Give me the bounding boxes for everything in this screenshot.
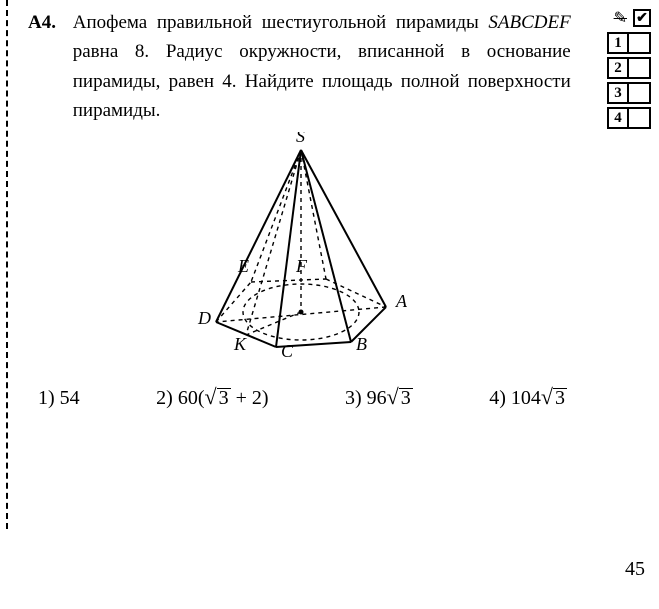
o4-rad: 3 (553, 388, 567, 407)
svg-text:E: E (237, 256, 249, 276)
svg-text:K: K (233, 334, 247, 354)
svg-text:D: D (197, 308, 211, 328)
text-before: Апофема правильной шестиугольной пирамид… (73, 12, 489, 33)
answer-checkbox[interactable] (629, 107, 651, 129)
answer-checkbox[interactable] (629, 57, 651, 79)
o2-rad: 3 (217, 388, 231, 407)
svg-text:C: C (281, 341, 294, 361)
answer-row: 4 (607, 107, 651, 129)
answer-grid-header: ✎ ✔ (607, 8, 651, 28)
o3-prefix: 3) 96 (345, 387, 387, 409)
problem-body: Апофема правильной шестиугольной пирамид… (73, 8, 571, 126)
answer-row: 2 (607, 57, 651, 79)
pyramid-name: SABCDEF (488, 12, 570, 33)
svg-text:S: S (296, 132, 305, 146)
o2-prefix: 2) 60( (156, 387, 204, 409)
answer-number-cell: 4 (607, 107, 629, 129)
pyramid-diagram: S A B C K D E F (146, 132, 456, 372)
problem-text: А4. Апофема правильной шестиугольной пир… (28, 8, 573, 126)
o2-suffix: + 2) (231, 387, 269, 409)
option-4: 4) 104√3 (489, 387, 567, 410)
check-icon: ✔ (633, 9, 651, 27)
answer-number-cell: 1 (607, 32, 629, 54)
sqrt-icon: √3 (204, 387, 230, 407)
problem-block: А4. Апофема правильной шестиугольной пир… (28, 8, 573, 410)
answer-number-cell: 3 (607, 82, 629, 104)
page-number: 45 (625, 558, 645, 581)
left-margin-dashed-line (6, 0, 8, 529)
answer-checkbox[interactable] (629, 32, 651, 54)
problem-label: А4. (28, 8, 68, 37)
option-3: 3) 96√3 (345, 387, 413, 410)
answer-number-cell: 2 (607, 57, 629, 79)
text-after: равна 8. Радиус окружности, вписанной в … (73, 41, 571, 121)
pencil-crossed-icon: ✎ (614, 8, 627, 28)
option-1: 1) 54 (38, 387, 80, 410)
answer-grid: ✎ ✔ 1 2 3 4 (607, 8, 651, 132)
svg-text:A: A (395, 291, 408, 311)
svg-text:B: B (356, 334, 367, 354)
svg-text:F: F (295, 256, 308, 276)
o4-prefix: 4) 104 (489, 387, 541, 409)
answer-row: 3 (607, 82, 651, 104)
answer-row: 1 (607, 32, 651, 54)
sqrt-icon: √3 (541, 387, 567, 407)
option-2: 2) 60(√3 + 2) (156, 387, 268, 410)
figure: S A B C K D E F (28, 132, 573, 377)
answer-checkbox[interactable] (629, 82, 651, 104)
o3-rad: 3 (399, 388, 413, 407)
answer-options: 1) 54 2) 60(√3 + 2) 3) 96√3 4) 104√3 (28, 387, 573, 410)
sqrt-icon: √3 (387, 387, 413, 407)
